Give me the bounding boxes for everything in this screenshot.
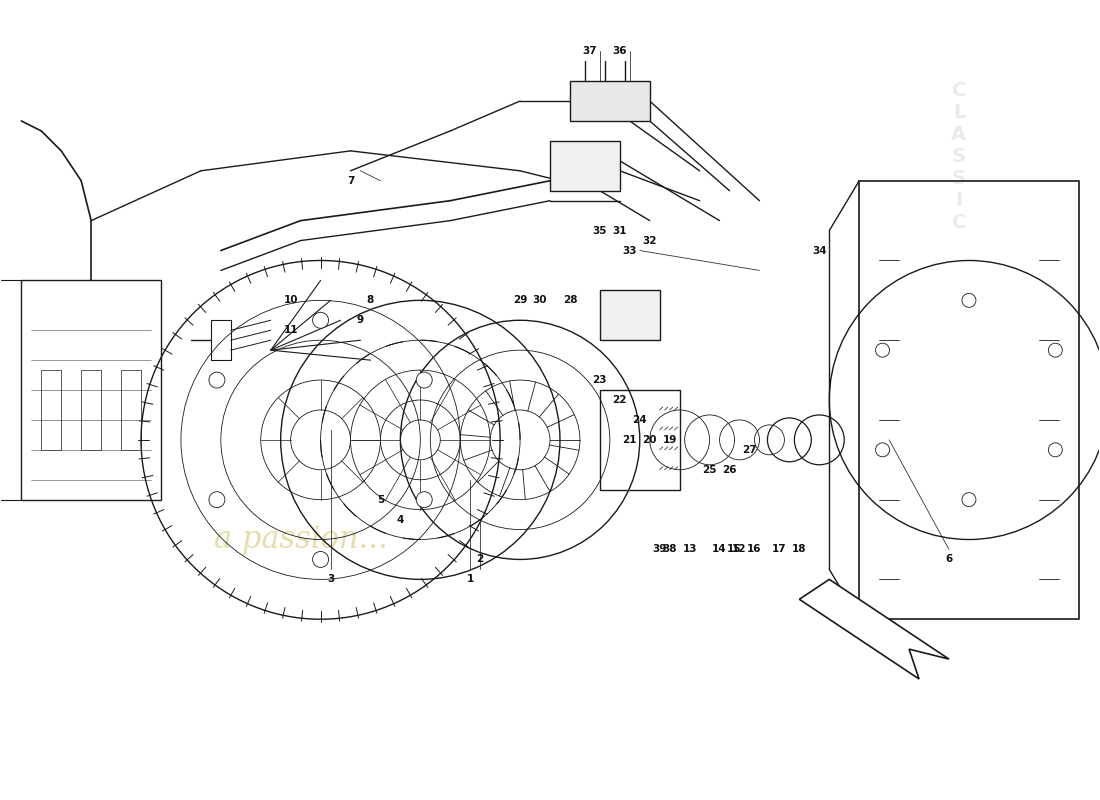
Bar: [600, 390, 680, 490]
Bar: [121, 370, 141, 450]
Text: 7: 7: [346, 176, 354, 186]
Text: C
L
A
S
S
I
C: C L A S S I C: [952, 81, 967, 232]
Bar: [859, 181, 1079, 619]
Text: 26: 26: [723, 465, 737, 474]
Text: 22: 22: [613, 395, 627, 405]
Text: 31: 31: [613, 226, 627, 235]
Text: 35: 35: [593, 226, 607, 235]
Text: 23: 23: [593, 375, 607, 385]
Text: 18: 18: [792, 545, 806, 554]
Text: 39: 39: [652, 545, 667, 554]
Text: 36: 36: [613, 46, 627, 56]
Text: 4: 4: [397, 514, 404, 525]
Text: 9: 9: [356, 315, 364, 326]
Circle shape: [876, 343, 890, 357]
Bar: [550, 141, 619, 190]
Circle shape: [312, 312, 329, 328]
Text: 34: 34: [812, 246, 826, 255]
Text: 27: 27: [742, 445, 757, 455]
Text: 38: 38: [662, 545, 676, 554]
Circle shape: [876, 443, 890, 457]
Bar: [42, 370, 62, 450]
Text: 5: 5: [377, 494, 384, 505]
Text: 16: 16: [747, 545, 761, 554]
Text: 14: 14: [713, 545, 727, 554]
Text: 17: 17: [772, 545, 786, 554]
Circle shape: [416, 492, 432, 508]
Circle shape: [1048, 443, 1063, 457]
Circle shape: [962, 493, 976, 506]
Text: 8: 8: [366, 295, 374, 306]
Text: 12: 12: [733, 545, 747, 554]
Text: 13: 13: [682, 545, 697, 554]
Bar: [21, 281, 161, 500]
Text: 19: 19: [662, 435, 676, 445]
Text: 37: 37: [583, 46, 597, 56]
Text: 15: 15: [727, 545, 741, 554]
Text: 20: 20: [642, 435, 657, 445]
Text: 21: 21: [623, 435, 637, 445]
Circle shape: [209, 492, 224, 508]
Text: 30: 30: [532, 295, 548, 306]
Text: 6: 6: [945, 554, 953, 565]
Bar: [570, 81, 650, 121]
Text: 1: 1: [466, 574, 474, 584]
Text: 28: 28: [563, 295, 578, 306]
Text: a passion...: a passion...: [213, 524, 387, 555]
Text: 2: 2: [476, 554, 484, 565]
Text: 24: 24: [632, 415, 647, 425]
Text: 33: 33: [623, 246, 637, 255]
Circle shape: [962, 294, 976, 307]
Circle shape: [416, 372, 432, 388]
Bar: [600, 290, 660, 340]
Text: 29: 29: [513, 295, 527, 306]
Text: 32: 32: [642, 235, 657, 246]
Circle shape: [312, 551, 329, 567]
Text: 11: 11: [284, 326, 298, 335]
Text: 10: 10: [284, 295, 298, 306]
Polygon shape: [800, 579, 949, 679]
Bar: [81, 370, 101, 450]
Circle shape: [1048, 343, 1063, 357]
Circle shape: [209, 372, 224, 388]
Text: 3: 3: [327, 574, 334, 584]
Text: 25: 25: [702, 465, 717, 474]
